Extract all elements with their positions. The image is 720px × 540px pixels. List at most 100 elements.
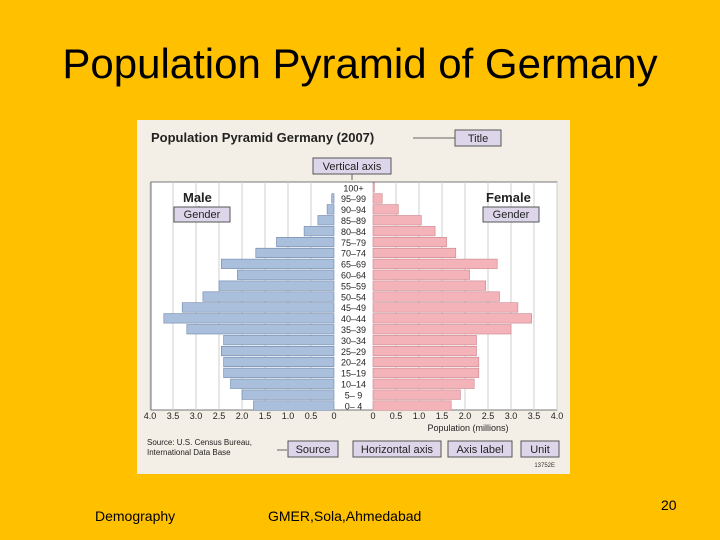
gender-right-box bbox=[482, 206, 540, 223]
x-tick-right: 3.0 bbox=[505, 411, 518, 421]
source-tag: Source bbox=[296, 444, 331, 456]
age-group-label: 65–69 bbox=[341, 260, 366, 270]
male-bar bbox=[255, 247, 335, 258]
age-group-label: 25–29 bbox=[341, 347, 366, 357]
age-group-label: 20–24 bbox=[341, 358, 366, 368]
slide-title: Population Pyramid of Germany bbox=[62, 40, 658, 87]
male-bar bbox=[241, 389, 335, 400]
x-tick-left: 2.0 bbox=[236, 411, 249, 421]
male-bar bbox=[202, 291, 335, 302]
page-number: 20 bbox=[661, 497, 677, 513]
unit-box bbox=[520, 440, 560, 458]
age-group-label: 15–19 bbox=[341, 369, 366, 379]
x-tick-right: 3.5 bbox=[528, 411, 541, 421]
x-tick-right: 1.0 bbox=[413, 411, 426, 421]
female-bar bbox=[372, 389, 461, 400]
age-group-label: 95–99 bbox=[341, 194, 366, 204]
bars-group bbox=[163, 182, 532, 411]
male-bar bbox=[223, 367, 335, 378]
x-tick-left: 0.5 bbox=[305, 411, 318, 421]
age-group-label: 70–74 bbox=[341, 249, 366, 259]
age-group-label: 75–79 bbox=[341, 238, 366, 248]
age-group-label: 45–49 bbox=[341, 303, 366, 313]
male-bar bbox=[253, 400, 335, 411]
gender-right-tag: Gender bbox=[493, 209, 530, 221]
female-bar bbox=[372, 182, 375, 193]
female-bar bbox=[372, 313, 532, 324]
footer-center: GMER,Sola,Ahmedabad bbox=[268, 508, 422, 524]
female-bar bbox=[372, 247, 457, 258]
x-tick-left: 1.0 bbox=[282, 411, 295, 421]
male-bar bbox=[223, 335, 335, 346]
source-box bbox=[287, 440, 339, 458]
male-bar bbox=[230, 378, 335, 389]
x-tick-left: 4.0 bbox=[144, 411, 157, 421]
female-bar bbox=[372, 237, 447, 248]
source-line-1: Source: U.S. Census Bureau, bbox=[147, 438, 252, 447]
female-bar bbox=[372, 356, 480, 367]
male-bar bbox=[221, 346, 335, 357]
male-bar bbox=[326, 204, 335, 215]
male-bar bbox=[223, 356, 335, 367]
female-bar bbox=[372, 335, 477, 346]
footer-left: Demography bbox=[95, 508, 176, 524]
male-label: Male bbox=[183, 190, 212, 205]
female-bar bbox=[372, 291, 500, 302]
age-group-label: 40–44 bbox=[341, 314, 366, 324]
x-ticks-group: 4.0 3.5 3.0 2.5 2.0 1.5 1.0 0.5 0 0 0.5 1.0 1.5 2.0 2.… bbox=[144, 411, 564, 421]
title-tag-box bbox=[454, 129, 502, 147]
female-bar bbox=[372, 367, 480, 378]
age-group-label: 10–14 bbox=[341, 380, 366, 390]
axis-label-box bbox=[447, 440, 513, 458]
gender-left-tag: Gender bbox=[184, 209, 221, 221]
age-group-label: 35–39 bbox=[341, 325, 366, 335]
male-bar bbox=[317, 215, 335, 226]
male-bar bbox=[181, 302, 335, 313]
figure-code: 13752E bbox=[534, 463, 555, 469]
female-bar bbox=[372, 204, 399, 215]
x-tick-right: 0 bbox=[370, 411, 375, 421]
female-bar bbox=[372, 346, 477, 357]
x-tick-left: 2.5 bbox=[213, 411, 226, 421]
axis-label-tag: Axis label bbox=[456, 444, 503, 456]
male-bar bbox=[218, 280, 335, 291]
female-label: Female bbox=[486, 190, 531, 205]
age-group-label: 0– 4 bbox=[345, 401, 363, 411]
female-bar bbox=[372, 378, 475, 389]
age-group-label: 50–54 bbox=[341, 292, 366, 302]
female-bar bbox=[372, 302, 519, 313]
male-bar bbox=[303, 226, 335, 237]
title-tag: Title bbox=[468, 133, 488, 145]
age-group-label: 60–64 bbox=[341, 271, 366, 281]
x-tick-right: 4.0 bbox=[551, 411, 564, 421]
female-bar bbox=[372, 215, 422, 226]
gender-left-box bbox=[173, 206, 231, 223]
female-bar bbox=[372, 269, 470, 280]
horizontal-axis-tag: Horizontal axis bbox=[361, 444, 434, 456]
horizontal-axis-box bbox=[352, 440, 442, 458]
unit-tag: Unit bbox=[530, 444, 550, 456]
female-bar bbox=[372, 280, 486, 291]
x-tick-right: 1.5 bbox=[436, 411, 449, 421]
female-bar bbox=[372, 324, 512, 335]
source-line-2: International Data Base bbox=[147, 448, 231, 457]
vertical-axis-tag: Vertical axis bbox=[323, 161, 382, 173]
female-bar bbox=[372, 258, 498, 269]
male-bar bbox=[331, 193, 335, 204]
age-group-label: 100+ bbox=[343, 183, 363, 193]
age-group-label: 55–59 bbox=[341, 281, 366, 291]
age-labels-group: 100+95–9990–9485–8980–8475–7970–7465–696… bbox=[341, 183, 366, 411]
male-bar bbox=[186, 324, 335, 335]
male-bar bbox=[237, 269, 335, 280]
age-group-label: 80–84 bbox=[341, 227, 366, 237]
population-pyramid-chart: Population Pyramid Germany (2007) Title … bbox=[144, 129, 564, 469]
male-bar bbox=[163, 313, 335, 324]
x-tick-right: 2.5 bbox=[482, 411, 495, 421]
female-bar bbox=[372, 193, 383, 204]
x-tick-right: 2.0 bbox=[459, 411, 472, 421]
female-bar bbox=[372, 400, 452, 411]
x-tick-right: 0.5 bbox=[390, 411, 403, 421]
chart-title: Population Pyramid Germany (2007) bbox=[151, 130, 374, 145]
female-bar bbox=[372, 226, 436, 237]
x-tick-left: 0 bbox=[331, 411, 336, 421]
